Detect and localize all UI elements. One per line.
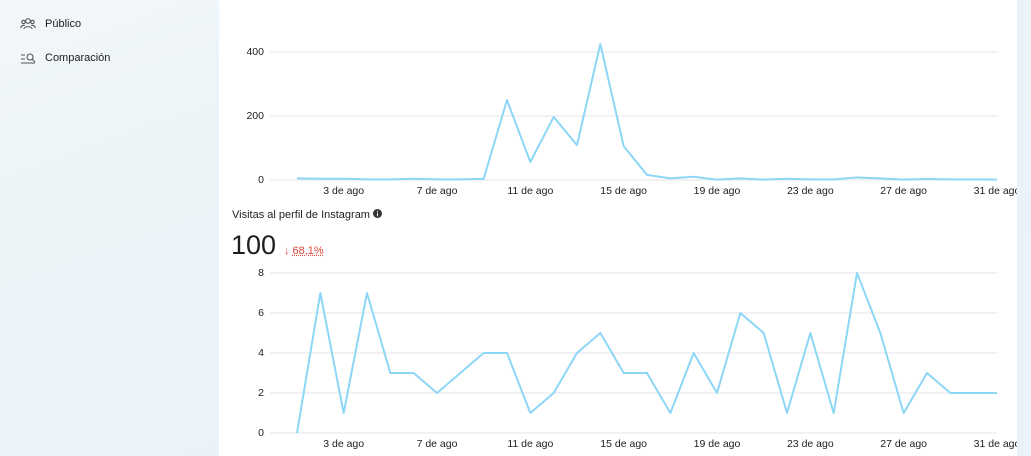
nav-label: Público	[45, 18, 82, 30]
y-tick-label: 4	[258, 347, 264, 359]
x-tick-label: 27 de ago	[880, 185, 927, 197]
x-tick-label: 3 de ago	[323, 438, 364, 450]
x-tick-label: 11 de ago	[507, 185, 553, 197]
x-tick-label: 15 de ago	[600, 185, 647, 197]
info-icon[interactable]	[373, 209, 383, 218]
y-tick-label: 6	[258, 307, 264, 319]
x-tick-label: 11 de ago	[507, 438, 553, 450]
change: ↓ 68,1%	[284, 245, 324, 257]
x-tick-label: 31 de ago	[974, 185, 1017, 197]
total: 100	[231, 230, 277, 260]
x-tick-label: 23 de ago	[787, 438, 834, 450]
x-tick-label: 15 de ago	[600, 438, 647, 450]
x-tick-label: 19 de ago	[694, 185, 741, 197]
x-tick-label: 7 de ago	[417, 438, 458, 450]
x-tick-label: 3 de ago	[323, 185, 364, 197]
chart-title: Visitas al perfil de Instagram	[232, 209, 383, 221]
change-label: 68,1%	[292, 245, 324, 257]
y-tick-label: 400	[246, 46, 264, 58]
x-tick-label: 27 de ago	[880, 438, 927, 450]
x-tick-label: 31 de ago	[974, 438, 1017, 450]
x-tick-label: 23 de ago	[787, 185, 834, 197]
y-tick-label: 8	[258, 267, 264, 279]
line	[296, 43, 998, 181]
title-text: Visitas al perfil de Instagram	[232, 209, 370, 221]
card	[219, 0, 1017, 456]
icon	[21, 53, 36, 64]
y-tick-label: 0	[258, 174, 264, 186]
x-tick-label: 19 de ago	[694, 438, 741, 450]
nav-item[interactable]: Comparación	[20, 51, 110, 65]
y-tick-label: 200	[246, 110, 264, 122]
y-tick-label: 2	[258, 387, 264, 399]
nav-item[interactable]: Público	[20, 17, 81, 31]
x-tick-label: 7 de ago	[417, 185, 458, 197]
y-tick-label: 0	[258, 427, 264, 439]
nav-label: Comparación	[45, 52, 111, 64]
line	[296, 272, 997, 434]
icon	[20, 18, 36, 30]
